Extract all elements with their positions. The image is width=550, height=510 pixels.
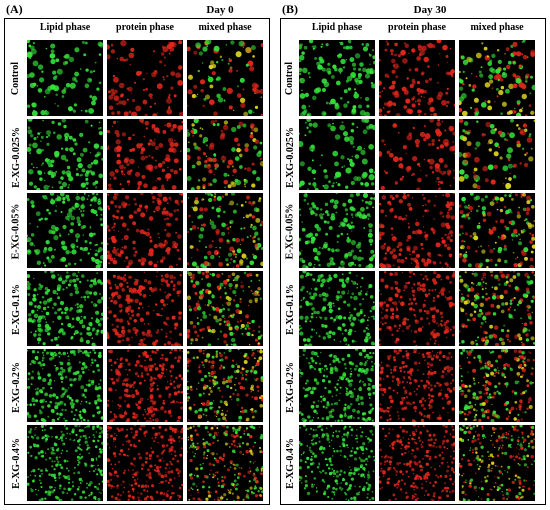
micrograph-a-0-4-lipid bbox=[27, 425, 103, 501]
micrograph-a-0-05-protein bbox=[107, 193, 183, 268]
micrograph-a-control-protein bbox=[107, 40, 183, 116]
micrograph-a-control-mixed bbox=[187, 40, 263, 116]
panel-b-row-label-0-05: E-XG-0.05% bbox=[284, 203, 296, 259]
panel-a-row-label-0-025: E-XG-0.025% bbox=[10, 126, 22, 188]
micrograph-a-0-1-lipid bbox=[27, 271, 103, 346]
panel-a-row-label-0-2: E-XG-0.2% bbox=[10, 361, 22, 413]
panel-a-letter: (A) bbox=[6, 2, 23, 16]
micrograph-b-control-mixed bbox=[459, 40, 535, 116]
micrograph-a-0-05-lipid bbox=[27, 193, 103, 268]
micrograph-a-0-1-mixed bbox=[187, 271, 263, 346]
micrograph-a-control-lipid bbox=[27, 40, 103, 116]
panel-b-col-lipid: Lipid phase bbox=[311, 22, 363, 33]
panel-b-col-mixed: mixed phase bbox=[470, 22, 524, 33]
micrograph-a-0-025-mixed bbox=[187, 119, 263, 190]
panel-a-row-label-0-4: E-XG-0.4% bbox=[10, 437, 22, 489]
micrograph-b-0-025-mixed bbox=[459, 119, 535, 190]
panel-a-col-lipid: Lipid phase bbox=[39, 22, 91, 33]
micrograph-a-0-025-protein bbox=[107, 119, 183, 190]
panel-a-row-label-control: Control bbox=[10, 61, 22, 95]
micrograph-a-0-4-protein bbox=[107, 425, 183, 501]
panel-a-col-protein: protein phase bbox=[116, 22, 174, 33]
micrograph-b-0-1-protein bbox=[379, 271, 455, 346]
micrograph-b-0-025-protein bbox=[379, 119, 455, 190]
panel-b-row-label-control: Control bbox=[284, 61, 296, 95]
micrograph-b-0-025-lipid bbox=[299, 119, 375, 190]
micrograph-b-0-4-protein bbox=[379, 425, 455, 501]
micrograph-a-0-025-lipid bbox=[27, 119, 103, 190]
micrograph-b-0-1-lipid bbox=[299, 271, 375, 346]
panel-a-row-label-0-05: E-XG-0.05% bbox=[10, 203, 22, 259]
panel-b-row-label-0-4: E-XG-0.4% bbox=[284, 437, 296, 489]
panel-b-col-protein: protein phase bbox=[388, 22, 446, 33]
micrograph-b-control-protein bbox=[379, 40, 455, 116]
micrograph-b-0-1-mixed bbox=[459, 271, 535, 346]
micrograph-a-0-2-mixed bbox=[187, 349, 263, 422]
micrograph-b-0-05-lipid bbox=[299, 193, 375, 268]
panel-a-row-label-0-1: E-XG-0.1% bbox=[10, 283, 22, 335]
panel-b-row-label-0-1: E-XG-0.1% bbox=[284, 283, 296, 335]
panel-b-row-label-0-2: E-XG-0.2% bbox=[284, 361, 296, 413]
panel-b-row-label-0-025: E-XG-0.025% bbox=[284, 126, 296, 188]
panel-a-col-mixed: mixed phase bbox=[198, 22, 252, 33]
micrograph-b-control-lipid bbox=[299, 40, 375, 116]
micrograph-b-0-4-lipid bbox=[299, 425, 375, 501]
micrograph-b-0-2-mixed bbox=[459, 349, 535, 422]
micrograph-a-0-4-mixed bbox=[187, 425, 263, 501]
panel-b-letter: (B) bbox=[282, 2, 298, 16]
micrograph-a-0-2-lipid bbox=[27, 349, 103, 422]
micrograph-b-0-05-protein bbox=[379, 193, 455, 268]
micrograph-a-0-05-mixed bbox=[187, 193, 263, 268]
micrograph-b-0-05-mixed bbox=[459, 193, 535, 268]
panel-b-title: Day 30 bbox=[413, 4, 447, 16]
panel-a-title: Day 0 bbox=[206, 4, 234, 16]
micrograph-b-0-2-protein bbox=[379, 349, 455, 422]
micrograph-a-0-1-protein bbox=[107, 271, 183, 346]
micrograph-a-0-2-protein bbox=[107, 349, 183, 422]
micrograph-b-0-4-mixed bbox=[459, 425, 535, 501]
micrograph-b-0-2-lipid bbox=[299, 349, 375, 422]
